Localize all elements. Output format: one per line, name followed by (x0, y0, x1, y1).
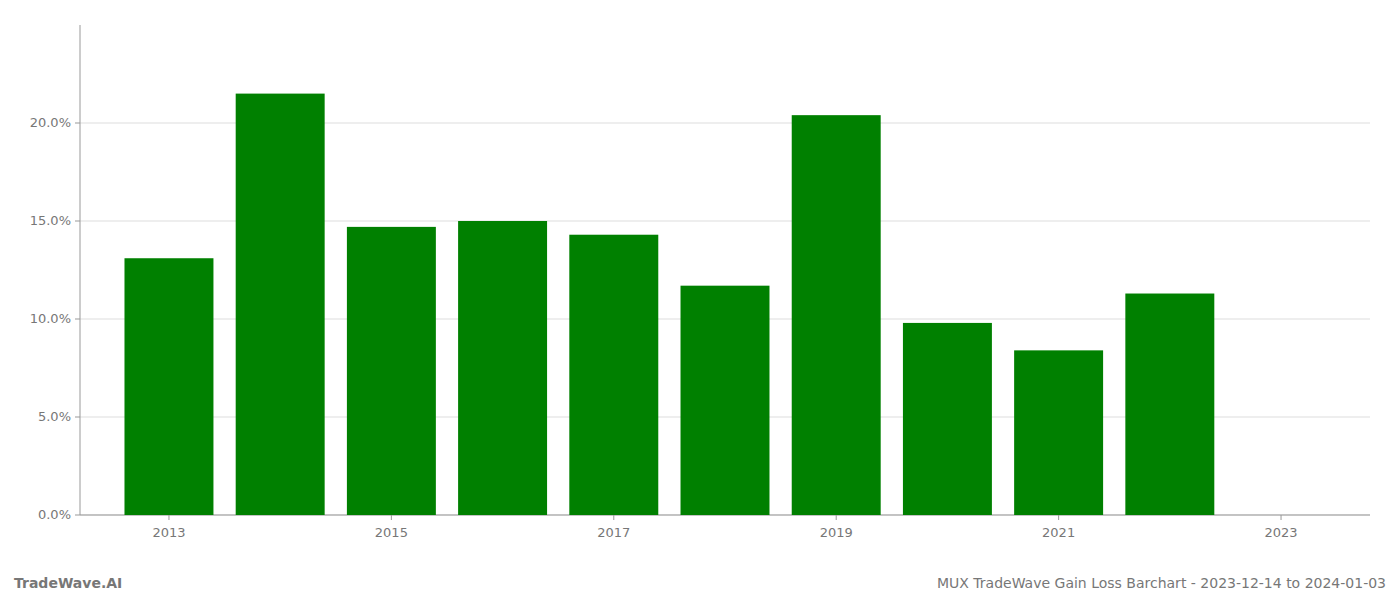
bars (124, 94, 1214, 515)
bar (792, 115, 881, 515)
y-tick (75, 515, 80, 516)
footer-left: TradeWave.AI (14, 575, 122, 591)
x-tick (1281, 515, 1282, 520)
chart-container: 0.0% 5.0% 10.0% 15.0% 20.0% 2013 2015 2017 2019 2… (0, 0, 1400, 600)
x-tick (836, 515, 837, 520)
bar (236, 94, 325, 515)
x-tick (391, 515, 392, 520)
y-tick-label: 0.0% (38, 507, 71, 522)
x-tick-label: 2019 (820, 525, 853, 540)
x-tick (613, 515, 614, 520)
x-tick-label: 2015 (375, 525, 408, 540)
bar (458, 221, 547, 515)
y-tick-label: 10.0% (30, 311, 71, 326)
bar (903, 323, 992, 515)
x-tick (168, 515, 169, 520)
x-tick-label: 2013 (152, 525, 185, 540)
x-tick-label: 2023 (1264, 525, 1297, 540)
x-tick (1058, 515, 1059, 520)
y-axis-line (80, 25, 81, 515)
y-tick (75, 319, 80, 320)
y-tick (75, 221, 80, 222)
bar (569, 235, 658, 515)
bar (347, 227, 436, 515)
footer-right: MUX TradeWave Gain Loss Barchart - 2023-… (937, 575, 1386, 591)
bar (1014, 350, 1103, 515)
chart-svg: 0.0% 5.0% 10.0% 15.0% 20.0% 2013 2015 2017 2019 2… (0, 0, 1400, 600)
bar (681, 286, 770, 515)
y-tick-label: 20.0% (30, 115, 71, 130)
axes: 0.0% 5.0% 10.0% 15.0% 20.0% 2013 2015 2017 2019 2… (30, 25, 1370, 540)
x-tick-label: 2021 (1042, 525, 1075, 540)
y-tick (75, 123, 80, 124)
y-tick-label: 5.0% (38, 409, 71, 424)
y-tick (75, 417, 80, 418)
bar (124, 258, 213, 515)
bar (1125, 294, 1214, 515)
x-tick-label: 2017 (597, 525, 630, 540)
background (0, 0, 1400, 600)
y-tick-label: 15.0% (30, 213, 71, 228)
